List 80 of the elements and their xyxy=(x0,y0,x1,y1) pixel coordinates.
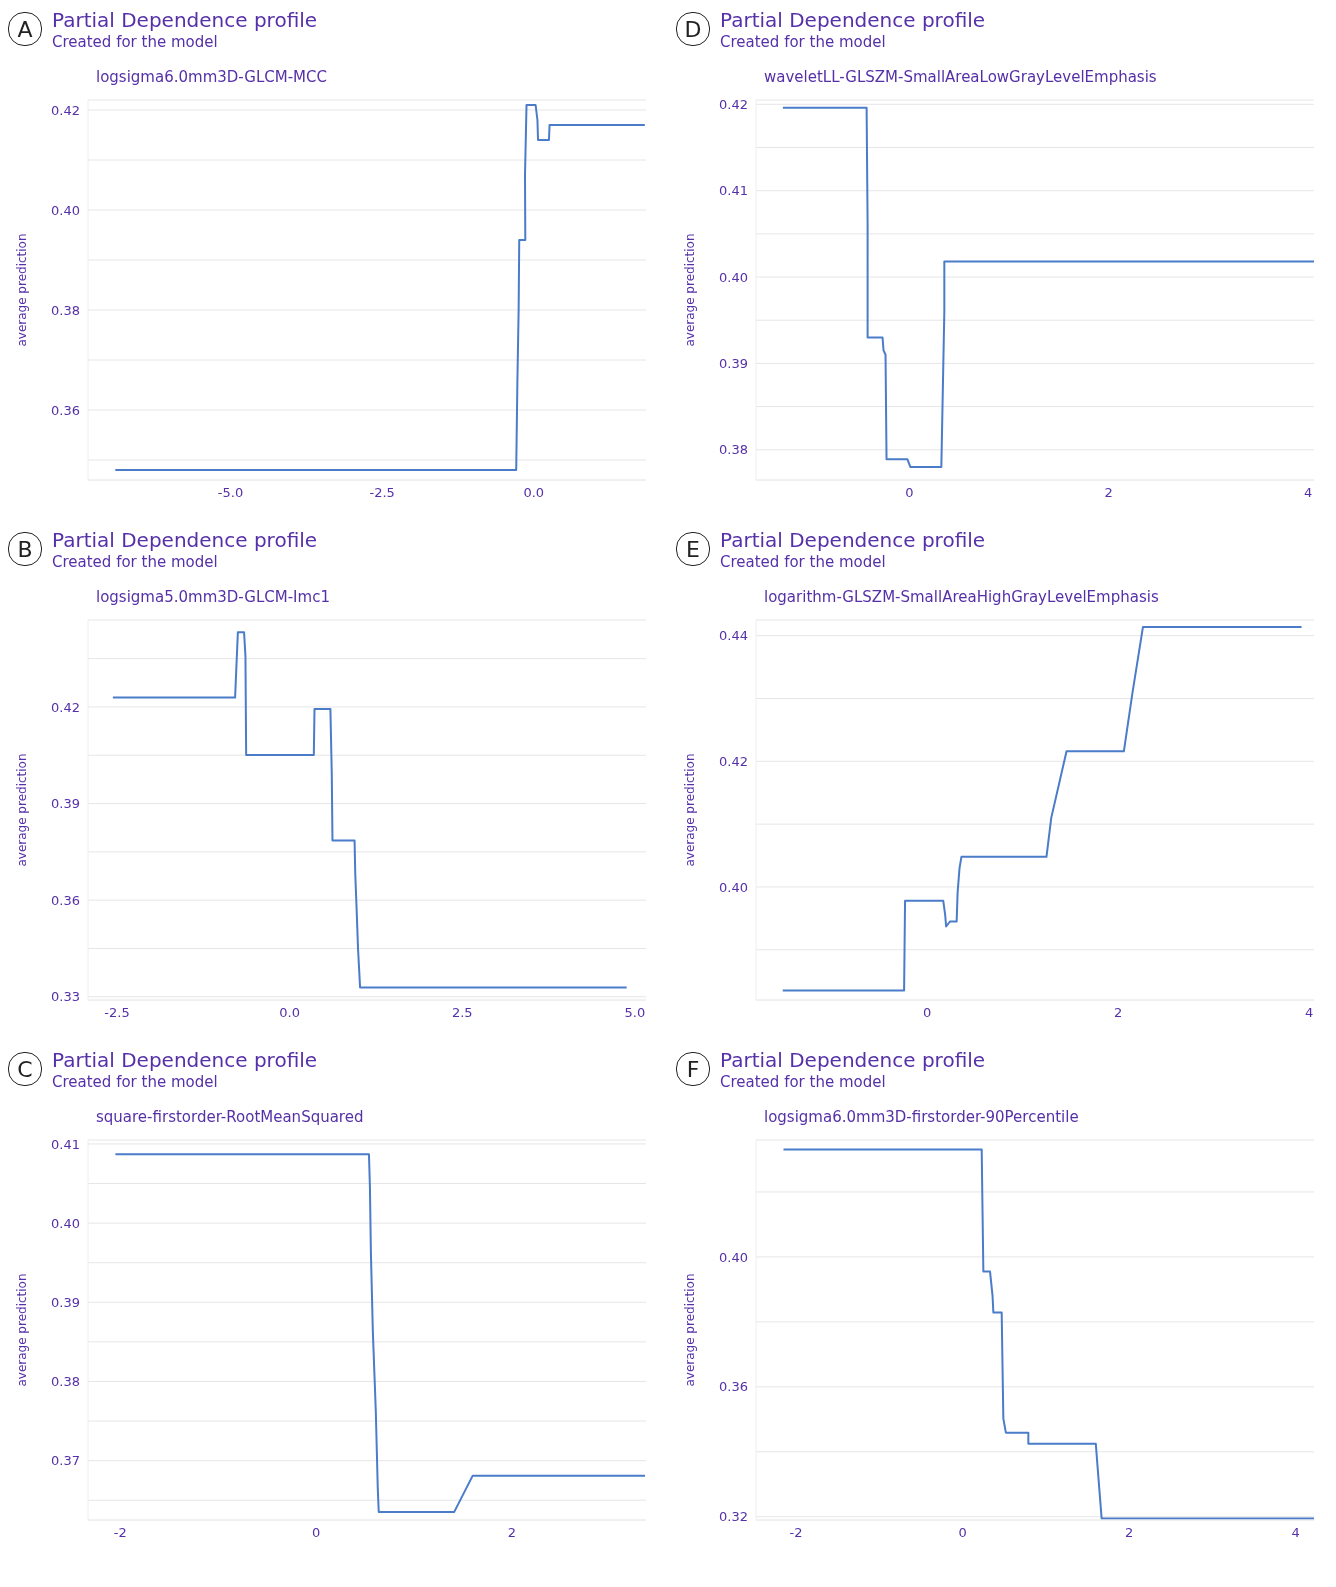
line-series xyxy=(114,1153,646,1514)
y-tick-label: 0.41 xyxy=(51,1136,80,1152)
x-tick-label: 0 xyxy=(922,1005,932,1021)
chart-title: Partial Dependence profile xyxy=(52,1048,318,1072)
text: E xyxy=(676,532,710,566)
chart-subtitle: Created for the model xyxy=(52,32,219,52)
text: D xyxy=(676,12,710,46)
line-series xyxy=(111,631,628,989)
x-tick-label: 0 xyxy=(958,1525,967,1541)
x-tick-label: 2 xyxy=(507,1525,517,1541)
y-tick-label: 0.44 xyxy=(719,628,748,644)
x-tick-label: 5.0 xyxy=(624,1005,646,1021)
chart-title: Partial Dependence profile xyxy=(720,8,986,32)
y-tick-label: 0.36 xyxy=(51,402,80,418)
x-tick-label: -2 xyxy=(113,1525,127,1541)
text: logsigma5.0mm3D-GLCM-Imc1 xyxy=(96,588,331,608)
y-axis-title: average prediction xyxy=(683,1273,698,1387)
y-axis-title: average prediction xyxy=(15,233,30,347)
x-tick-label: 4 xyxy=(1291,1525,1300,1541)
y-tick-label: 0.38 xyxy=(719,442,748,458)
y-tick-label: 0.39 xyxy=(719,356,748,372)
x-tick-label: 0.0 xyxy=(523,485,545,501)
x-tick-label: 0 xyxy=(905,485,914,501)
chart-title: Partial Dependence profile xyxy=(720,1048,986,1072)
x-tick-label: -2.5 xyxy=(104,1005,130,1021)
x-tick-label: 2 xyxy=(1104,485,1113,501)
y-tick-label: 0.40 xyxy=(51,202,80,218)
x-tick-label: 2 xyxy=(1113,1005,1123,1021)
line-series xyxy=(782,1148,1314,1520)
chart-subtitle: Created for the model xyxy=(52,552,219,572)
y-tick-label: 0.36 xyxy=(51,892,80,908)
text: logsigma6.0mm3D-firstorder-90Percentile xyxy=(764,1108,1080,1128)
y-axis-title: average prediction xyxy=(15,1273,30,1387)
y-tick-label: 0.32 xyxy=(719,1509,748,1525)
x-tick-label: 0 xyxy=(311,1525,321,1541)
x-tick-label: -2 xyxy=(789,1525,803,1541)
y-tick-label: 0.40 xyxy=(51,1215,80,1231)
chart-subtitle: Created for the model xyxy=(720,552,887,572)
y-tick-label: 0.42 xyxy=(719,96,748,112)
chart-title: Partial Dependence profile xyxy=(52,528,318,552)
y-axis-title: average prediction xyxy=(683,753,698,867)
y-tick-label: 0.40 xyxy=(719,1249,748,1265)
line-series xyxy=(114,104,646,471)
y-tick-label: 0.40 xyxy=(719,269,748,285)
line-series xyxy=(781,625,1303,992)
y-tick-label: 0.39 xyxy=(51,1294,80,1310)
x-tick-label: 2 xyxy=(1124,1525,1134,1541)
y-tick-label: 0.39 xyxy=(51,796,80,812)
text: F xyxy=(676,1052,710,1086)
text: logarithm-GLSZM-SmallAreaHighGrayLevelEmphasis xyxy=(764,588,1160,608)
text: B xyxy=(8,532,42,566)
y-tick-label: 0.40 xyxy=(719,879,748,895)
y-tick-label: 0.42 xyxy=(51,102,80,118)
y-tick-label: 0.33 xyxy=(51,989,80,1005)
y-tick-label: 0.37 xyxy=(51,1453,80,1469)
y-tick-label: 0.38 xyxy=(51,1374,80,1390)
text: square-firstorder-RootMeanSquared xyxy=(96,1108,365,1128)
text: waveletLL-GLSZM-SmallAreaLowGrayLevelEmphasis xyxy=(764,68,1158,88)
chart-subtitle: Created for the model xyxy=(720,1072,887,1092)
x-tick-label: 4 xyxy=(1305,1005,1314,1021)
x-tick-label: 2.5 xyxy=(451,1005,473,1021)
line-series xyxy=(781,106,1314,469)
y-tick-label: 0.41 xyxy=(719,183,748,199)
x-tick-label: -2.5 xyxy=(369,485,395,501)
y-axis-title: average prediction xyxy=(683,233,698,347)
x-tick-label: 4 xyxy=(1303,485,1313,501)
chart-subtitle: Created for the model xyxy=(720,32,887,52)
y-axis-title: average prediction xyxy=(15,753,30,867)
chart-title: Partial Dependence profile xyxy=(52,8,318,32)
x-tick-label: 0.0 xyxy=(279,1005,300,1021)
chart-title: Partial Dependence profile xyxy=(720,528,986,552)
chart-subtitle: Created for the model xyxy=(52,1072,219,1092)
text: logsigma6.0mm3D-GLCM-MCC xyxy=(96,68,328,88)
x-tick-label: -5.0 xyxy=(217,485,244,501)
y-tick-label: 0.42 xyxy=(719,753,748,769)
text: C xyxy=(8,1052,42,1086)
y-tick-label: 0.36 xyxy=(719,1379,748,1395)
y-tick-label: 0.38 xyxy=(51,302,80,318)
y-tick-label: 0.42 xyxy=(51,699,80,715)
text: A xyxy=(8,12,42,46)
